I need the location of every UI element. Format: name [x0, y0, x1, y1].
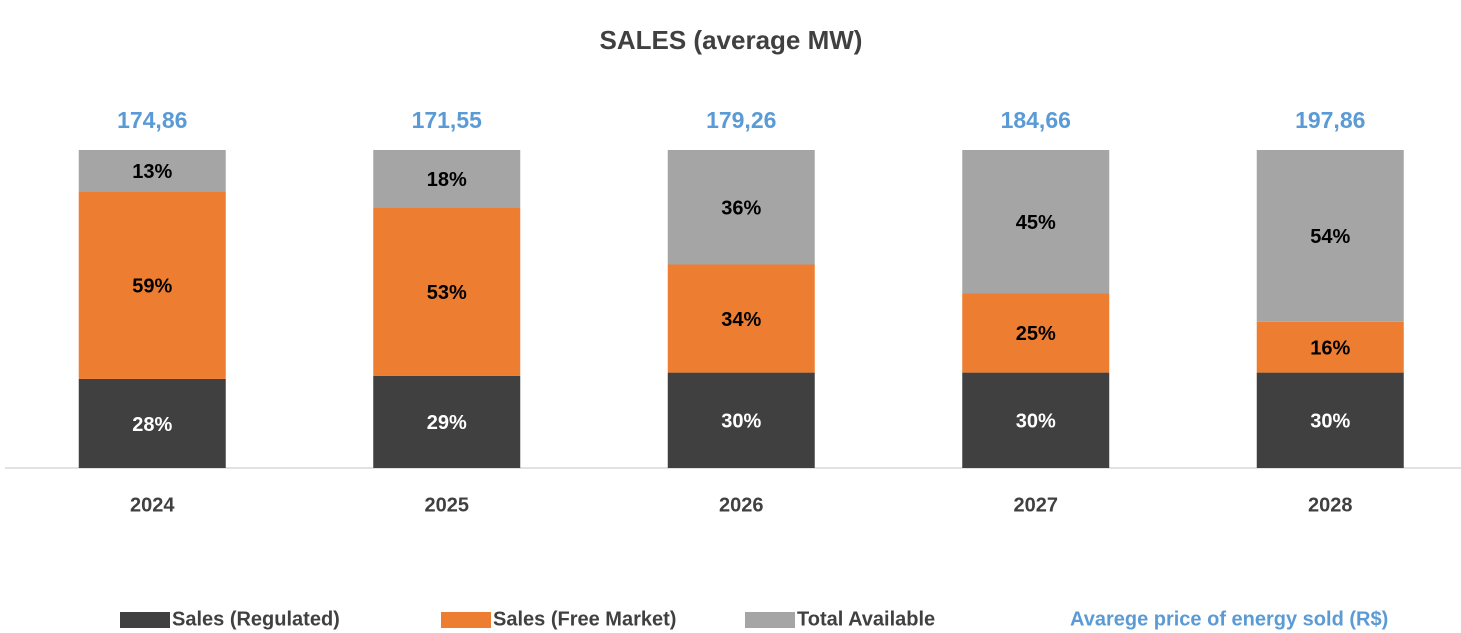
segment-label: 28% — [132, 414, 172, 436]
bar-segment — [373, 207, 521, 376]
x-tick-label: 2024 — [130, 494, 175, 516]
price-label: 197,86 — [1295, 107, 1365, 133]
bar-segment — [962, 372, 1110, 468]
legend-label: Sales (Free Market) — [493, 608, 676, 630]
bar-segment — [1256, 321, 1404, 373]
segment-label: 45% — [1016, 212, 1056, 234]
segment-label: 16% — [1310, 337, 1350, 359]
legend-label: Avarege price of energy sold (R$) — [1070, 608, 1388, 630]
price-label: 179,26 — [706, 107, 776, 133]
bar-segment — [78, 191, 226, 379]
segment-label: 34% — [721, 309, 761, 331]
price-label: 174,86 — [117, 107, 187, 133]
legend-swatch — [120, 612, 170, 628]
price-label: 171,55 — [412, 107, 483, 133]
segment-label: 36% — [721, 198, 761, 220]
bar-segment — [78, 378, 226, 468]
bar-segment — [962, 293, 1110, 373]
x-tick-label: 2026 — [719, 494, 764, 516]
bar-segment — [667, 372, 815, 468]
x-tick-label: 2025 — [425, 494, 470, 516]
legend-label: Total Available — [797, 608, 935, 630]
segment-label: 18% — [427, 169, 467, 191]
price-label: 184,66 — [1001, 107, 1071, 133]
segment-label: 59% — [132, 275, 172, 297]
bar-segment — [78, 150, 226, 192]
segment-label: 53% — [427, 282, 467, 304]
bar-segment — [373, 375, 521, 468]
segment-label: 54% — [1310, 226, 1350, 248]
bar-segment — [667, 150, 815, 265]
bar-segment — [1256, 372, 1404, 468]
x-tick-label: 2027 — [1014, 494, 1059, 516]
segment-label: 29% — [427, 412, 467, 434]
bar-segment — [667, 264, 815, 373]
bar-segment — [962, 150, 1110, 294]
chart-title: SALES (average MW) — [600, 25, 863, 55]
bar-segment — [373, 150, 521, 208]
segment-label: 30% — [1310, 411, 1350, 433]
segment-label: 30% — [721, 411, 761, 433]
legend-swatch — [441, 612, 491, 628]
bar-segment — [1256, 150, 1404, 322]
segment-label: 13% — [132, 161, 172, 183]
x-tick-label: 2028 — [1308, 494, 1353, 516]
segment-label: 30% — [1016, 411, 1056, 433]
segment-label: 25% — [1016, 323, 1056, 345]
legend-swatch — [745, 612, 795, 628]
legend-label: Sales (Regulated) — [172, 608, 340, 630]
